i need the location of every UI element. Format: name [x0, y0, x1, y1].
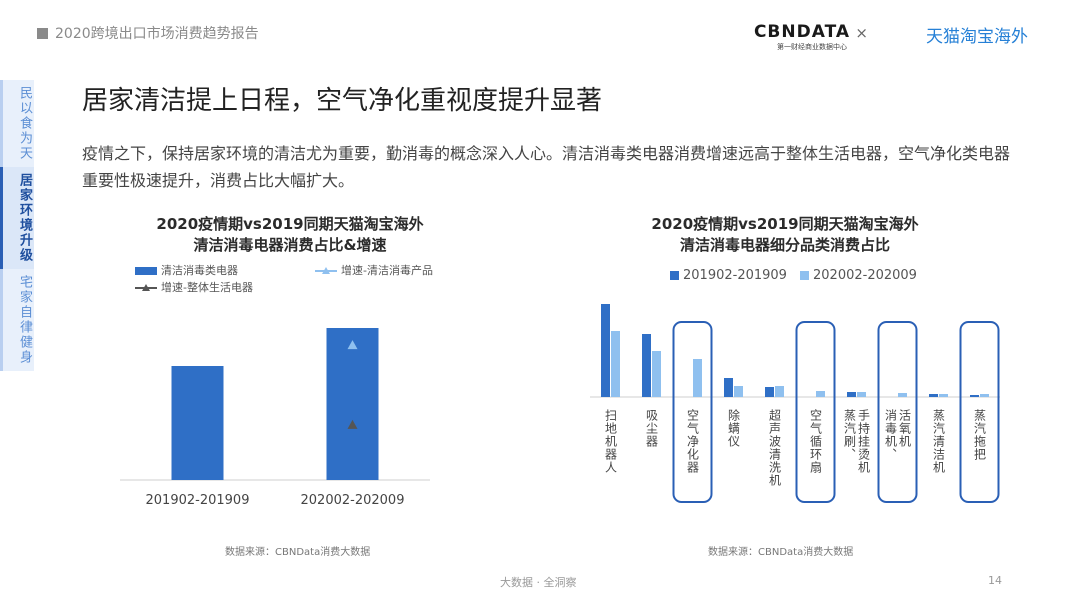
chart2-x-tick-label: 消毒机、 — [884, 409, 898, 461]
section-nav: 民以食为天 居家环境升级 宅家自律健身 — [0, 80, 34, 371]
nav-item-home-environment[interactable]: 居家环境升级 — [0, 167, 34, 269]
chart1-bar — [326, 328, 379, 480]
chart2-bar — [857, 392, 866, 397]
chart2-x-tick-label: 蒸汽刷、 — [843, 409, 857, 461]
chart2-highlight-box — [877, 321, 918, 503]
chart2-bar — [898, 393, 907, 397]
chart2-x-tick-label: 空气循环扇 — [809, 409, 823, 474]
chart2-bar — [652, 351, 661, 397]
chart2-plot: 扫地机器人 吸尘器 空气净化器 除螨仪 超声波清洗机 空气循环扇 蒸汽刷、 手持挂烫机 消毒机、… — [590, 304, 1000, 503]
legend-item-2019: 201902-201909 — [670, 268, 787, 283]
chart1-growth-marker — [347, 419, 358, 429]
chart2-x-tick-label: 蒸汽清洁机 — [932, 409, 946, 474]
report-title: 2020跨境出口市场消费趋势报告 — [55, 26, 259, 42]
chart1-title: 2020疫情期vs2019同期天猫淘宝海外 清洁消毒电器消费占比&增速 — [100, 214, 480, 256]
header-square-icon — [37, 28, 48, 39]
chart1-title-line1: 2020疫情期vs2019同期天猫淘宝海外 — [156, 215, 424, 233]
chart1-legend: 清洁消毒类电器 增速-清洁消毒产品 增速-整体生活电器 — [135, 262, 465, 296]
page-number: 14 — [988, 574, 1002, 587]
chart2-bar — [816, 391, 825, 397]
chart2-title: 2020疫情期vs2019同期天猫淘宝海外 清洁消毒电器细分品类消费占比 — [590, 214, 980, 256]
chart2-bar — [939, 394, 948, 397]
chart2-bar — [601, 304, 610, 397]
chart2-highlight-box — [672, 321, 713, 503]
chart2-bar — [734, 386, 743, 397]
chart1-growth-marker — [347, 340, 358, 350]
legend-item-overall-growth: 增速-整体生活电器 — [135, 279, 253, 295]
legend-item-cleaning-growth: 增速-清洁消毒产品 — [315, 262, 433, 278]
page-title: 居家清洁提上日程，空气净化重视度提升显著 — [82, 86, 603, 116]
chart2-x-tick-label: 空气净化器 — [686, 409, 700, 474]
chart2-bar — [724, 378, 733, 397]
chart2-bar — [847, 392, 856, 397]
chart2-bar — [970, 395, 979, 397]
chart2-x-tick-label: 吸尘器 — [645, 409, 659, 448]
chart2-bar — [980, 394, 989, 397]
chart2-source: 数据来源：CBNData消费大数据 — [708, 547, 854, 558]
chart2-x-tick-label: 超声波清洗机 — [768, 408, 782, 487]
chart2-x-tick-label: 手持挂烫机 — [857, 409, 871, 474]
chart2-bar — [642, 334, 651, 397]
chart2-bar — [929, 394, 938, 397]
tmall-taobao-logo: 天猫淘宝海外 — [926, 27, 1028, 47]
report-header: 2020跨境出口市场消费趋势报告 CBNDATA 第一财经商业数据中心 × 天猫… — [0, 0, 1080, 62]
legend-label: 增速-清洁消毒产品 — [341, 264, 433, 277]
legend-line-triangle-light-icon — [315, 267, 337, 274]
chart1-plot: 201902-201909 202002-202009 — [120, 328, 430, 508]
legend-swatch-light-blue — [800, 271, 809, 280]
chart1-x-tick-label: 202002-202009 — [301, 493, 405, 508]
chart2-bar — [611, 331, 620, 397]
legend-swatch-dark-blue — [135, 267, 157, 275]
chart2-x-tick-label: 活氧机 — [898, 409, 912, 448]
legend-label: 清洁消毒类电器 — [161, 264, 238, 277]
chart1-bar — [171, 366, 224, 480]
chart2-highlight-box — [959, 321, 1000, 503]
legend-line-triangle-dark-icon — [135, 284, 157, 291]
legend-item-2020: 202002-202009 — [800, 268, 917, 283]
chart2-legend: 201902-201909 202002-202009 — [670, 268, 970, 284]
nav-item-food[interactable]: 民以食为天 — [0, 80, 34, 167]
legend-label: 201902-201909 — [683, 268, 787, 283]
page-description: 疫情之下，保持居家环境的清洁尤为重要，勤消毒的概念深入人心。清洁消毒类电器消费增… — [82, 144, 1011, 190]
chart1-source: 数据来源：CBNData消费大数据 — [225, 547, 371, 558]
chart2-highlight-box — [795, 321, 836, 503]
chart1-title-line2: 清洁消毒电器消费占比&增速 — [193, 236, 387, 254]
chart2-x-tick-label: 扫地机器人 — [604, 409, 618, 474]
chart2-bar — [775, 386, 784, 397]
chart2-x-tick-label: 蒸汽拖把 — [973, 409, 987, 461]
brand-separator: × — [855, 24, 868, 42]
legend-label: 增速-整体生活电器 — [161, 281, 253, 294]
legend-item-cleaning-appliances: 清洁消毒类电器 — [135, 262, 238, 278]
brand-logos: CBNDATA 第一财经商业数据中心 × 天猫淘宝海外 — [754, 20, 1028, 52]
cbndata-logo: CBNDATA — [753, 22, 850, 42]
chart2-x-tick-label: 除螨仪 — [727, 408, 741, 448]
legend-label: 202002-202009 — [813, 268, 917, 283]
cbndata-logo-subtitle: 第一财经商业数据中心 — [777, 43, 847, 51]
chart2-title-line1: 2020疫情期vs2019同期天猫淘宝海外 — [651, 215, 919, 233]
nav-item-home-fitness[interactable]: 宅家自律健身 — [0, 269, 34, 371]
chart1-x-tick-label: 201902-201909 — [146, 493, 250, 508]
chart2-bar — [693, 359, 702, 397]
chart2-title-line2: 清洁消毒电器细分品类消费占比 — [679, 236, 890, 254]
legend-swatch-dark-blue — [670, 271, 679, 280]
chart2-bar — [765, 387, 774, 397]
footer-slogan: 大数据 · 全洞察 — [500, 576, 577, 589]
